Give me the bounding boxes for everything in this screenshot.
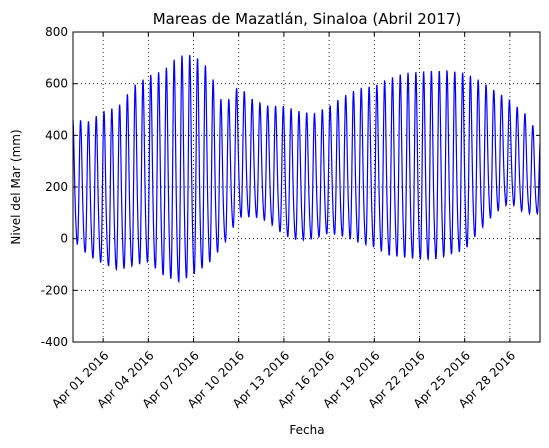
y-tick-label: 0	[60, 232, 68, 246]
y-axis: -400 -200 0 200 400 600 800	[41, 25, 540, 349]
y-tick-label: -400	[41, 335, 68, 349]
y-tick-label: 200	[45, 180, 68, 194]
x-axis-label: Fecha	[289, 423, 324, 437]
series-layer	[73, 54, 540, 284]
y-tick-label: 400	[45, 128, 68, 142]
chart-title: Mareas de Mazatlán, Sinaloa (Abril 2017)	[153, 10, 462, 28]
y-tick-label: -200	[41, 283, 68, 297]
y-tick-label: 800	[45, 25, 68, 39]
sea-level-line	[73, 54, 540, 284]
y-tick-label: 600	[45, 77, 68, 91]
y-axis-label: Nivel del Mar (mm)	[9, 129, 23, 244]
